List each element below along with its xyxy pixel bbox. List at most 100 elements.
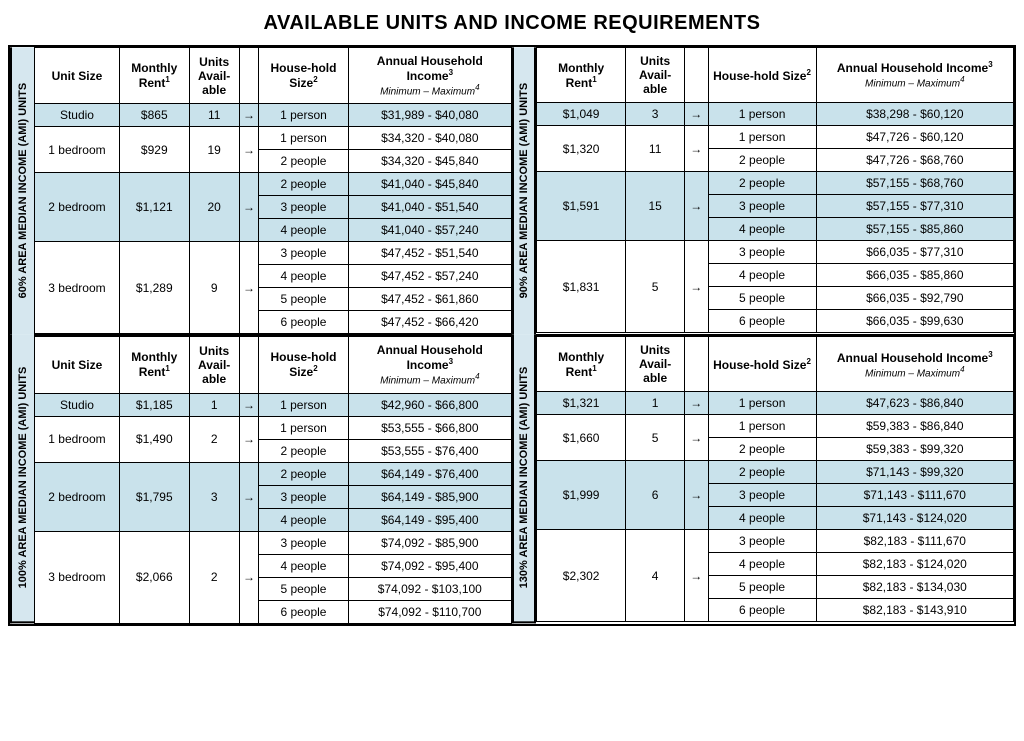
col-avail: Units Avail-able [626,337,685,392]
cell-rent: $1,289 [119,242,189,334]
cell-rent: $1,795 [119,462,189,531]
cell-household: 4 people [708,507,816,530]
ami-side-label: 130% AREA MEDIAN INCOME (AMI) UNITS [512,334,536,623]
cell-unit-size: 1 bedroom [35,416,120,462]
cell-income: $74,092 - $110,700 [348,600,511,623]
cell-household: 2 people [708,438,816,461]
cell-rent: $1,185 [119,393,189,416]
cell-household: 1 person [708,392,816,415]
cell-income: $71,143 - $124,020 [816,507,1013,530]
cell-household: 4 people [708,218,816,241]
table-row: $1,59115→2 people$57,155 - $68,760 [537,172,1014,195]
cell-household: 4 people [259,508,348,531]
col-rent: Monthly Rent1 [537,48,626,103]
arrow-icon: → [239,462,259,531]
cell-household: 2 people [708,172,816,195]
cell-household: 4 people [708,264,816,287]
arrow-icon: → [685,415,708,461]
cell-household: 5 people [708,287,816,310]
cell-unit-size: Studio [35,104,120,127]
cell-income: $47,452 - $61,860 [348,288,511,311]
cell-household: 3 people [708,530,816,553]
col-arrow [239,48,259,104]
cell-unit-size: 2 bedroom [35,173,120,242]
cell-avail: 20 [189,173,239,242]
col-avail: Units Avail-able [189,48,239,104]
cell-unit-size: Studio [35,393,120,416]
cell-household: 5 people [259,577,348,600]
cell-household: 6 people [708,310,816,333]
cell-income: $53,555 - $76,400 [348,439,511,462]
table-row: $1,3211→1 person$47,623 - $86,840 [537,392,1014,415]
cell-avail: 2 [189,416,239,462]
cell-rent: $1,591 [537,172,626,241]
table-row: 3 bedroom$2,0662→3 people$74,092 - $85,9… [35,531,512,554]
col-household: House-hold Size2 [259,337,348,393]
cell-income: $47,726 - $60,120 [816,126,1013,149]
col-avail: Units Avail-able [626,48,685,103]
cell-avail: 5 [626,415,685,461]
col-household: House-hold Size2 [708,337,816,392]
cell-unit-size: 2 bedroom [35,462,120,531]
cell-avail: 3 [626,103,685,126]
cell-income: $64,149 - $76,400 [348,462,511,485]
cell-household: 3 people [708,195,816,218]
cell-rent: $2,302 [537,530,626,622]
cell-income: $31,989 - $40,080 [348,104,511,127]
quadrant-table: Monthly Rent1Units Avail-ableHouse-hold … [536,336,1014,622]
cell-household: 1 person [708,126,816,149]
cell-household: 4 people [259,265,348,288]
quadrant-table: Monthly Rent1Units Avail-ableHouse-hold … [536,47,1014,333]
cell-household: 2 people [259,150,348,173]
cell-household: 6 people [708,599,816,622]
ami-side-label: 60% AREA MEDIAN INCOME (AMI) UNITS [10,47,34,334]
quadrant-table: Unit SizeMonthly Rent1Units Avail-ableHo… [34,47,512,334]
col-rent: Monthly Rent1 [119,48,189,104]
arrow-icon: → [685,103,708,126]
cell-income: $41,040 - $45,840 [348,173,511,196]
arrow-icon: → [239,127,259,173]
table-row: $1,8315→3 people$66,035 - $77,310 [537,241,1014,264]
cell-household: 1 person [259,416,348,439]
quadrant-table: Unit SizeMonthly Rent1Units Avail-ableHo… [34,336,512,623]
cell-household: 1 person [259,127,348,150]
arrow-icon: → [685,392,708,415]
cell-income: $41,040 - $51,540 [348,196,511,219]
arrow-icon: → [685,126,708,172]
col-arrow [685,48,708,103]
cell-income: $57,155 - $85,860 [816,218,1013,241]
cell-household: 1 person [708,415,816,438]
col-household: House-hold Size2 [259,48,348,104]
cell-household: 2 people [259,439,348,462]
table-row: $1,0493→1 person$38,298 - $60,120 [537,103,1014,126]
cell-income: $74,092 - $103,100 [348,577,511,600]
cell-avail: 4 [626,530,685,622]
cell-income: $74,092 - $95,400 [348,554,511,577]
cell-avail: 3 [189,462,239,531]
page-title: AVAILABLE UNITS AND INCOME REQUIREMENTS [8,12,1016,35]
cell-income: $47,452 - $57,240 [348,265,511,288]
cell-household: 2 people [708,461,816,484]
cell-avail: 11 [189,104,239,127]
cell-income: $41,040 - $57,240 [348,219,511,242]
cell-avail: 1 [189,393,239,416]
cell-rent: $1,321 [537,392,626,415]
cell-household: 3 people [259,531,348,554]
cell-income: $47,452 - $66,420 [348,311,511,334]
cell-rent: $1,831 [537,241,626,333]
cell-rent: $1,490 [119,416,189,462]
cell-household: 3 people [708,241,816,264]
ami-side-label: 100% AREA MEDIAN INCOME (AMI) UNITS [10,334,34,623]
cell-household: 3 people [259,196,348,219]
cell-household: 2 people [259,462,348,485]
ami-side-label: 90% AREA MEDIAN INCOME (AMI) UNITS [512,47,536,334]
cell-income: $53,555 - $66,800 [348,416,511,439]
col-income: Annual Household Income3Minimum – Maximu… [348,337,511,393]
table-row: 3 bedroom$1,2899→3 people$47,452 - $51,5… [35,242,512,265]
cell-rent: $1,121 [119,173,189,242]
cell-income: $82,183 - $143,910 [816,599,1013,622]
cell-household: 1 person [259,393,348,416]
arrow-icon: → [239,173,259,242]
cell-income: $57,155 - $68,760 [816,172,1013,195]
cell-income: $64,149 - $95,400 [348,508,511,531]
